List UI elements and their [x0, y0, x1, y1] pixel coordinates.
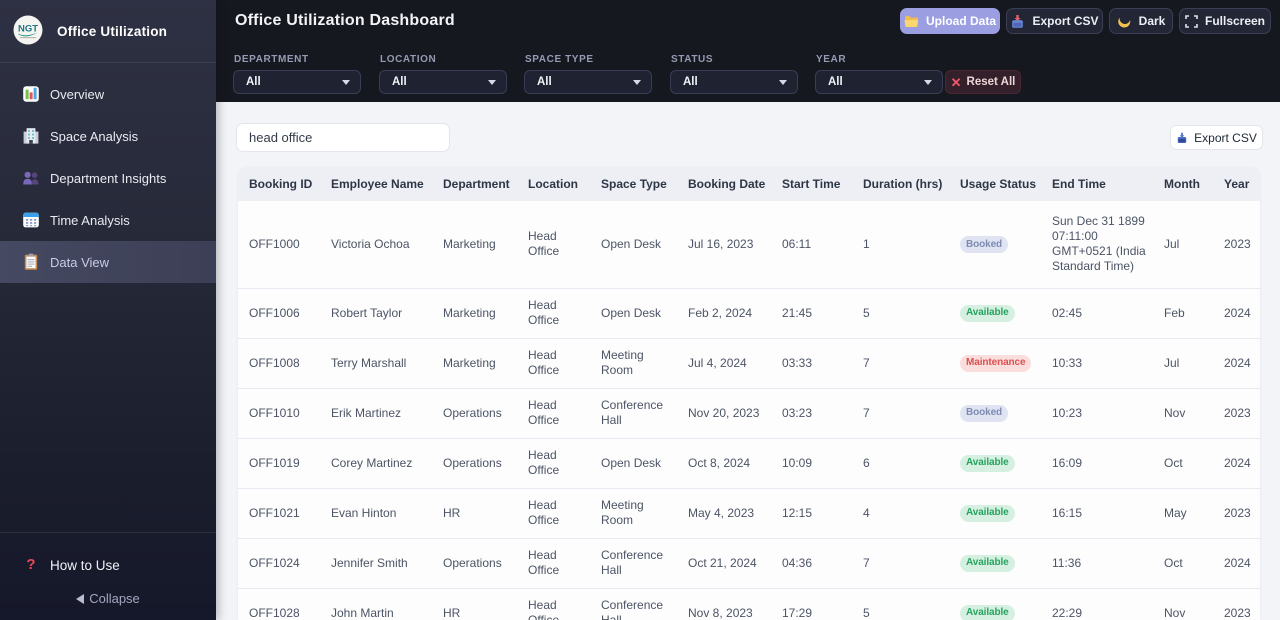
- svg-text:NGT: NGT: [18, 24, 38, 35]
